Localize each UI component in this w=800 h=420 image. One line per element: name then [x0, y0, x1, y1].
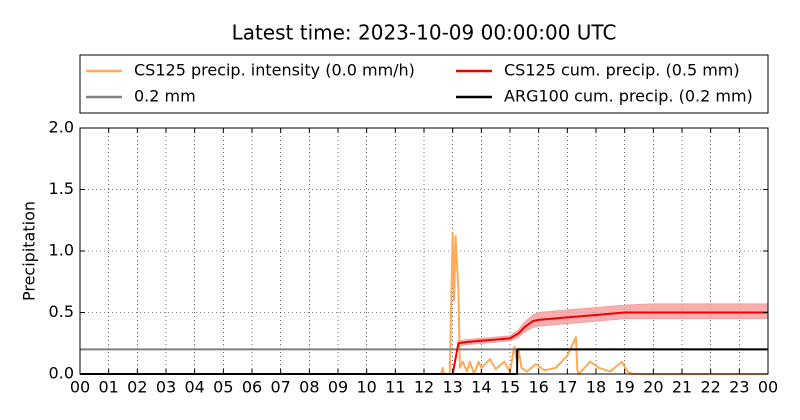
y-tick-label: 0.5 — [49, 302, 74, 321]
x-tick-label: 19 — [614, 378, 634, 397]
x-tick-label: 20 — [643, 378, 663, 397]
chart-title: Latest time: 2023-10-09 00:00:00 UTC — [232, 21, 617, 45]
y-tick-label: 1.0 — [49, 241, 74, 260]
x-tick-label: 05 — [213, 378, 233, 397]
y-axis-label: Precipitation — [20, 201, 39, 301]
y-tick-label: 0.0 — [49, 364, 74, 383]
y-tick-label: 2.0 — [49, 118, 74, 137]
x-tick-label: 07 — [270, 378, 290, 397]
legend-label: CS125 precip. intensity (0.0 mm/h) — [134, 61, 415, 80]
x-tick-label: 08 — [299, 378, 319, 397]
x-tick-label: 22 — [700, 378, 720, 397]
legend-label: CS125 cum. precip. (0.5 mm) — [504, 61, 740, 80]
x-tick-label: 23 — [729, 378, 749, 397]
x-tick-label: 03 — [156, 378, 176, 397]
x-tick-label: 17 — [557, 378, 577, 397]
x-tick-label: 12 — [414, 378, 434, 397]
x-tick-label: 16 — [528, 378, 548, 397]
x-tick-label: 18 — [586, 378, 606, 397]
legend-box — [79, 54, 769, 114]
legend-label: 0.2 mm — [134, 87, 196, 106]
x-tick-label: 11 — [385, 378, 405, 397]
x-tick-label: 01 — [98, 378, 118, 397]
x-tick-label: 06 — [242, 378, 262, 397]
x-tick-label: 04 — [184, 378, 204, 397]
x-tick-label: 15 — [500, 378, 520, 397]
x-tick-label: 13 — [442, 378, 462, 397]
x-tick-label: 14 — [471, 378, 491, 397]
x-tick-label: 00 — [70, 378, 90, 397]
uncertainty-band — [80, 303, 769, 375]
x-tick-label: 21 — [672, 378, 692, 397]
series-line — [80, 311, 768, 375]
x-tick-label: 09 — [328, 378, 348, 397]
x-tick-label: 10 — [356, 378, 376, 397]
x-tick-label: 02 — [127, 378, 147, 397]
x-tick-label: 00 — [758, 378, 778, 397]
plot-area — [79, 127, 769, 375]
legend-label: ARG100 cum. precip. (0.2 mm) — [504, 87, 753, 106]
y-tick-label: 1.5 — [49, 179, 74, 198]
